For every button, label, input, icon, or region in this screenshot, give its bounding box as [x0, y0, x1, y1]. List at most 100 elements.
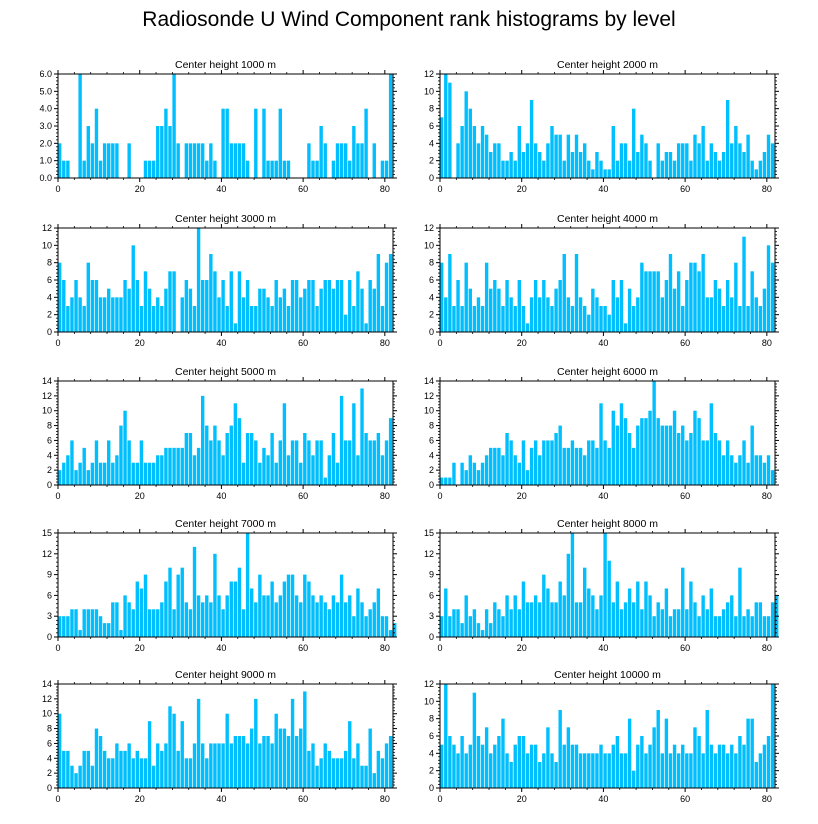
bar: [521, 440, 526, 485]
bar: [623, 143, 628, 178]
bar: [66, 160, 70, 178]
bar: [640, 262, 644, 332]
bar: [58, 616, 62, 637]
x-tick-label: 80: [762, 643, 772, 653]
y-tick-label: 10: [42, 406, 52, 416]
bar: [525, 602, 530, 637]
bar: [533, 280, 538, 332]
bar: [127, 602, 131, 637]
bar: [254, 698, 258, 788]
bar: [143, 462, 148, 485]
bar: [221, 609, 225, 637]
bar: [484, 262, 489, 332]
bar: [323, 143, 327, 178]
bar: [221, 455, 225, 485]
bar: [566, 447, 571, 485]
bar: [738, 306, 742, 332]
bar: [368, 280, 372, 332]
bar: [139, 758, 144, 788]
bar: [254, 306, 258, 332]
bar: [725, 280, 730, 332]
bar: [538, 762, 542, 788]
bar: [603, 753, 607, 788]
bar: [640, 609, 644, 637]
y-tick-label: 3: [47, 611, 52, 621]
x-tick-label: 20: [135, 338, 145, 348]
bar: [315, 306, 319, 332]
bar: [327, 280, 332, 332]
bar: [766, 245, 771, 332]
bar: [738, 736, 742, 788]
bar: [472, 306, 477, 332]
bar: [205, 425, 209, 485]
x-tick-label: 0: [55, 184, 60, 194]
bar: [525, 143, 530, 178]
bar: [188, 143, 193, 178]
bar: [180, 567, 184, 637]
x-tick-label: 80: [380, 338, 390, 348]
bar: [660, 753, 664, 788]
bar: [127, 743, 131, 788]
bar: [574, 744, 579, 788]
bar: [205, 160, 209, 178]
bar: [623, 602, 628, 637]
bar: [86, 609, 90, 637]
plot-frame: [57, 683, 394, 789]
bar: [440, 117, 444, 178]
histogram-panel-5: Center height 5000 m 0 2 4 6 8 10 12 14 0 20 40 60 80: [42, 366, 397, 501]
bar: [94, 108, 99, 178]
bar: [668, 152, 673, 178]
bar: [591, 169, 595, 178]
y-tick-label: 2: [429, 310, 434, 320]
bar: [709, 297, 714, 332]
bar: [607, 753, 611, 788]
bar: [444, 74, 448, 178]
y-tick-label: 14: [42, 679, 52, 689]
bar: [151, 765, 156, 788]
bar: [311, 280, 315, 332]
bar: [750, 271, 754, 332]
bar: [440, 616, 444, 637]
bar: [356, 743, 360, 788]
bar: [135, 462, 140, 485]
y-tick-label: 3: [429, 611, 434, 621]
bar: [111, 462, 115, 485]
bar: [331, 595, 336, 637]
x-tick-label: 40: [598, 491, 608, 501]
y-tick-label: 0: [429, 327, 434, 337]
bar: [339, 143, 344, 178]
bar: [689, 262, 693, 332]
bar: [237, 567, 242, 637]
bar: [517, 736, 522, 788]
bar: [582, 143, 587, 178]
bar: [489, 753, 493, 788]
bar: [758, 455, 763, 485]
bar: [746, 609, 750, 637]
bar: [164, 108, 168, 178]
bar: [98, 160, 103, 178]
bar: [86, 750, 90, 788]
y-tick-label: 0.0: [39, 173, 52, 183]
bar: [245, 533, 250, 637]
x-tick-label: 40: [598, 794, 608, 804]
bar: [562, 160, 566, 178]
bar: [501, 718, 505, 788]
bar: [770, 470, 775, 485]
bar: [501, 306, 505, 332]
bar: [705, 160, 709, 178]
bar: [348, 280, 352, 332]
bar: [456, 753, 460, 788]
y-tick-label: 10: [42, 240, 52, 250]
bar: [750, 160, 754, 178]
bar: [709, 588, 714, 637]
bar: [131, 758, 135, 788]
bar: [754, 169, 758, 178]
bar: [307, 440, 311, 485]
bar: [550, 126, 554, 178]
y-tick-label: 9: [47, 570, 52, 580]
y-tick-label: 15: [42, 528, 52, 538]
bar: [393, 623, 397, 637]
bar: [444, 588, 448, 637]
bar: [90, 609, 95, 637]
bar: [591, 595, 595, 637]
